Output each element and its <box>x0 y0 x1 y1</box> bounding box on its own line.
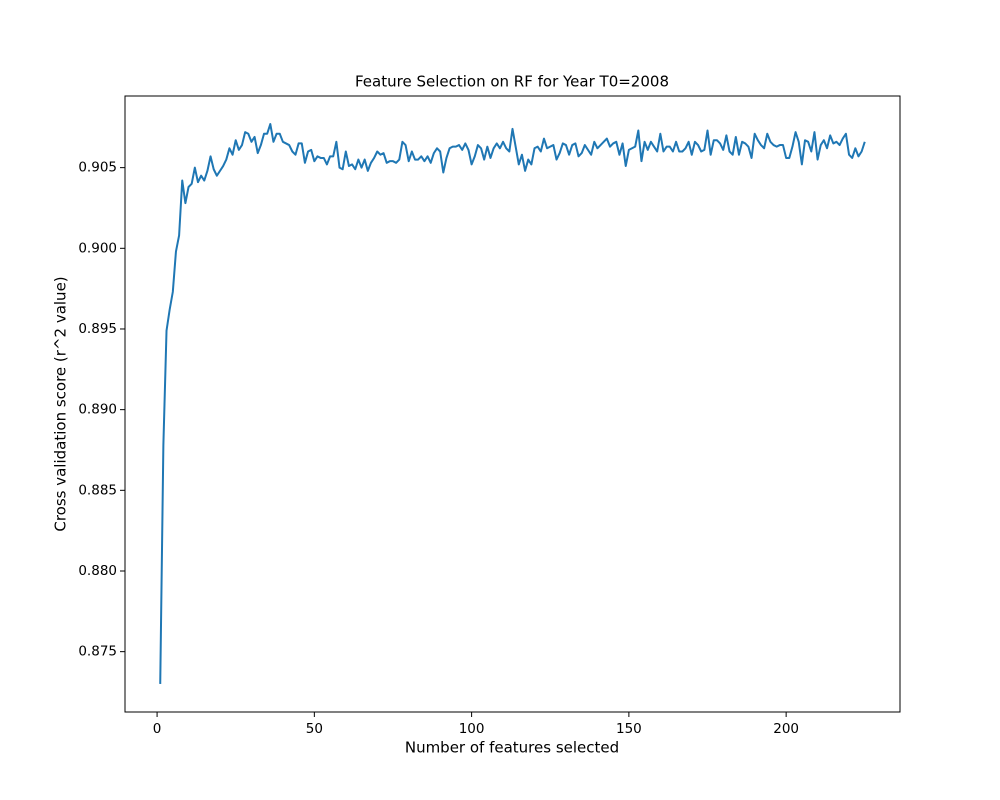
data-line <box>159 123 866 684</box>
x-tick-label: 200 <box>773 721 799 737</box>
y-tick-label: 0.875 <box>78 644 117 660</box>
y-axis-label: Cross validation score (r^2 value) <box>52 276 70 531</box>
x-axis-label: Number of features selected <box>405 739 619 757</box>
chart-title: Feature Selection on RF for Year T0=2008 <box>355 73 669 91</box>
y-tick-label: 0.900 <box>78 240 117 256</box>
y-tick-label: 0.895 <box>78 321 117 337</box>
y-tick-label: 0.885 <box>78 482 117 498</box>
x-tick-label: 150 <box>616 721 642 737</box>
y-tick-label: 0.890 <box>78 402 117 418</box>
x-tick-label: 0 <box>153 721 162 737</box>
plot-frame <box>124 95 901 713</box>
y-tick-label: 0.880 <box>78 563 117 579</box>
y-tick-label: 0.905 <box>78 160 117 176</box>
x-tick-label: 50 <box>306 721 323 737</box>
x-tick-label: 100 <box>459 721 485 737</box>
